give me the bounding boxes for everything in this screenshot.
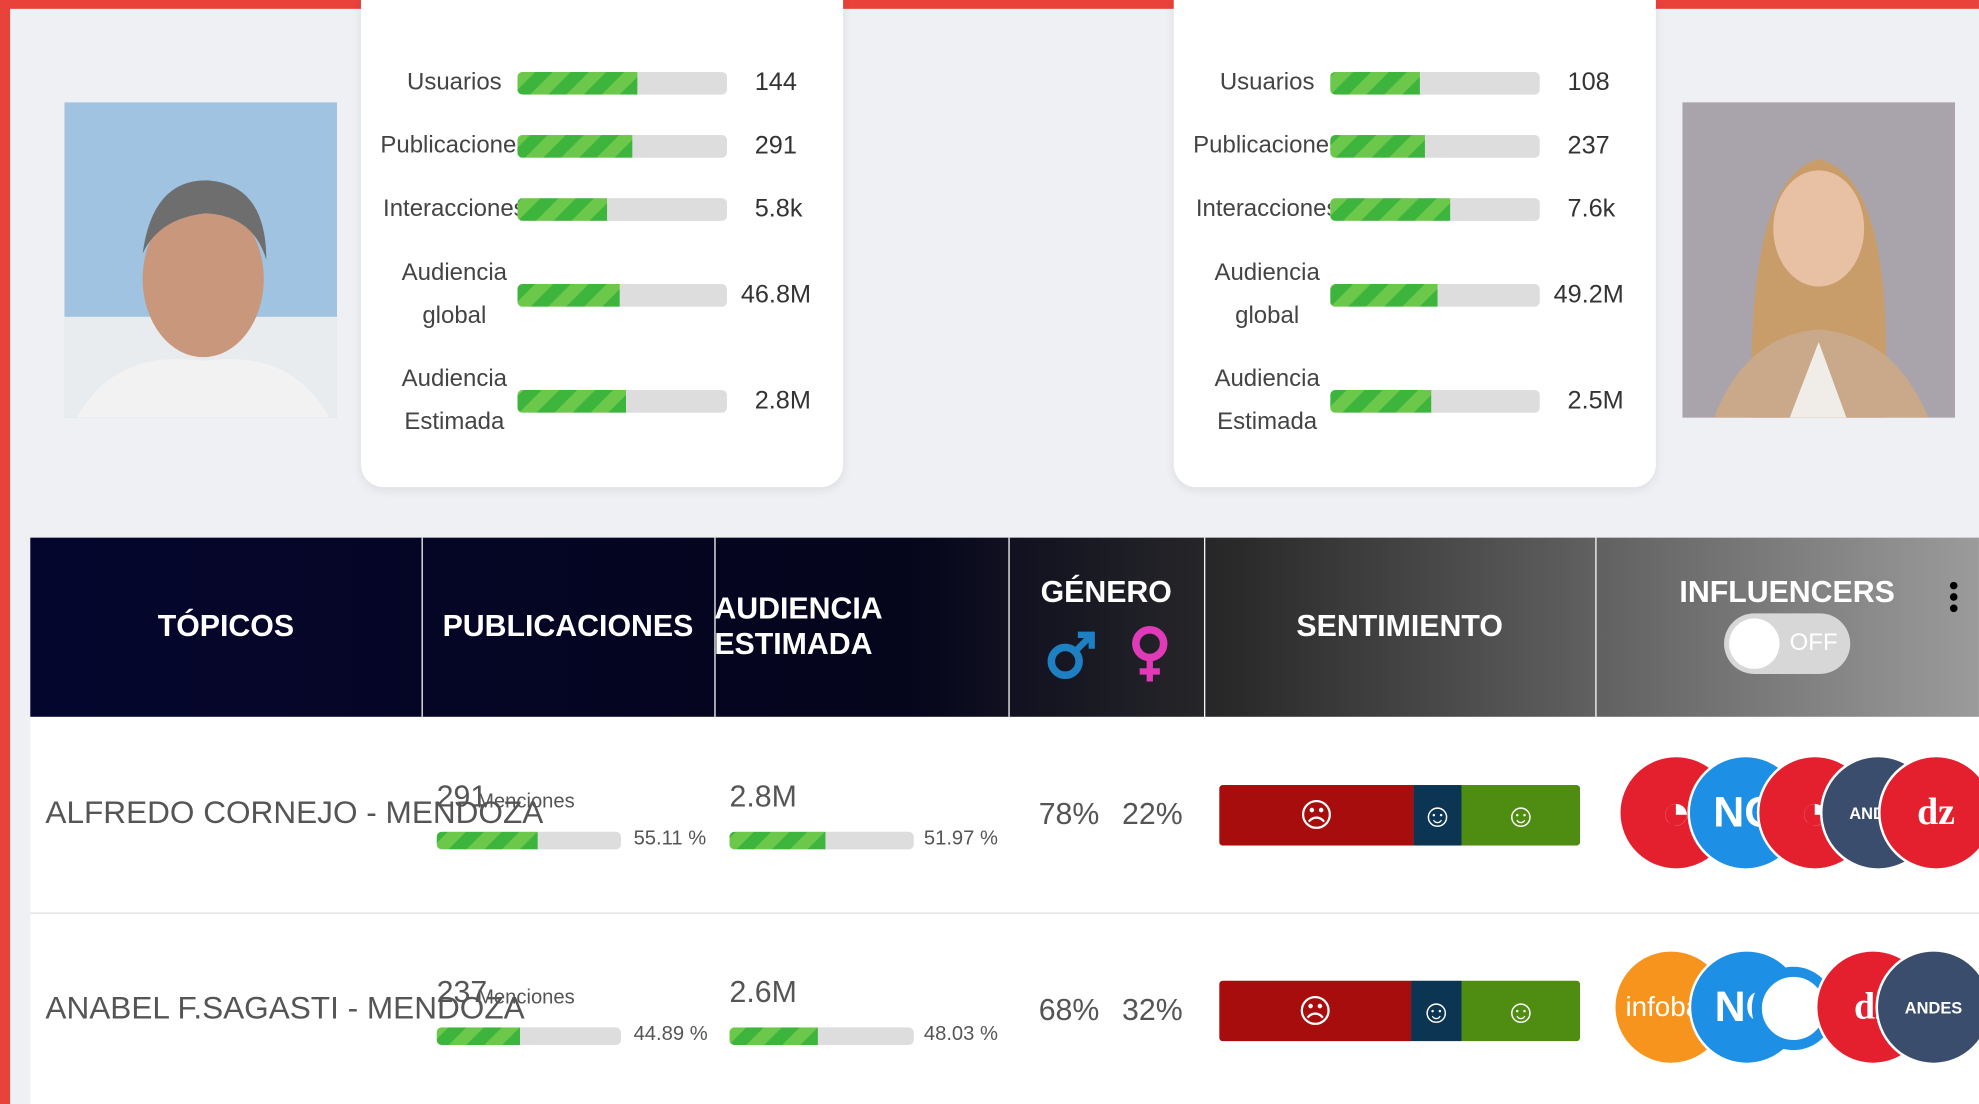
stat-value: 2.8M: [755, 387, 811, 416]
left-border: [0, 0, 10, 1104]
stat-value: 237: [1568, 132, 1610, 161]
stats-card: Usuarios 108 Publicaciones 237 Interacciones…: [1174, 0, 1656, 487]
percent-bar: [437, 832, 621, 850]
percent-bar-fill: [729, 1027, 817, 1045]
percent-label: 48.03 %: [924, 1024, 998, 1047]
sentiment-bar: ☹☺☺: [1219, 785, 1580, 846]
sentiment-segment: ☹: [1219, 785, 1413, 846]
percent-label: 44.89 %: [634, 1024, 708, 1047]
stat-value: 46.8M: [741, 281, 811, 310]
stat-value: 2.5M: [1568, 387, 1624, 416]
sentiment-segment: ☹: [1219, 981, 1411, 1042]
stat-bar-fill: [1330, 198, 1449, 221]
stat-label: Interacciones: [1191, 188, 1342, 231]
stat-bar-fill: [517, 390, 626, 413]
stat-bar: [1330, 390, 1540, 413]
stat-bar-fill: [517, 284, 620, 307]
mentions-unit: Menciones: [477, 987, 575, 1010]
male-percent: 78%: [1039, 798, 1100, 833]
stat-bar: [1330, 198, 1540, 221]
sentiment-bar: ☹☺☺: [1219, 981, 1580, 1042]
percent-label: 51.97 %: [924, 828, 998, 851]
sentiment-segment: ☺: [1462, 981, 1581, 1042]
stat-bar-fill: [1330, 390, 1431, 413]
column-header: INFLUENCERS: [1595, 538, 1979, 717]
female-percent: 22%: [1122, 798, 1183, 833]
stat-bar: [1330, 135, 1540, 158]
percent-bar-fill: [729, 832, 825, 850]
audience: 2.8M: [729, 780, 796, 815]
stat-label: Audiencia global: [379, 252, 530, 338]
column-header: SENTIMIENTO: [1204, 538, 1597, 717]
stat-label: Publicaciones: [1191, 125, 1342, 168]
candidate-photo: [64, 102, 337, 418]
stat-label: Usuarios: [379, 62, 530, 105]
percent-bar-fill: [437, 832, 539, 850]
stat-bar: [1330, 72, 1540, 95]
stats-card: Usuarios 144 Publicaciones 291 Interacciones…: [361, 0, 843, 487]
column-header: TÓPICOS: [30, 538, 423, 717]
influencers: infobae NO dz ANDES: [1613, 949, 1979, 1065]
stat-value: 7.6k: [1568, 195, 1616, 224]
female-percent: 32%: [1122, 993, 1183, 1028]
page: Usuarios 144 Publicaciones 291 Interacciones…: [0, 0, 1979, 1104]
sentiment-segment: ☺: [1411, 981, 1461, 1042]
influencers: ◔ NO ◔ ANDES dz: [1618, 755, 1979, 871]
stat-label: Audiencia Estimada: [1191, 358, 1342, 444]
column-header: AUDIENCIA ESTIMADA: [714, 538, 1009, 717]
screen: Usuarios 144 Publicaciones 291 Interacciones…: [0, 0, 1979, 1104]
stat-bar: [1330, 284, 1540, 307]
stat-value: 49.2M: [1554, 281, 1624, 310]
percent-label: 55.11 %: [634, 828, 707, 851]
stat-bar-fill: [517, 198, 607, 221]
audience: 2.6M: [729, 976, 796, 1011]
percent-bar-fill: [437, 1027, 520, 1045]
top-border: [0, 0, 1979, 9]
candidate-photo: [1682, 102, 1955, 418]
mentions-unit: Menciones: [477, 791, 575, 814]
stat-bar-fill: [1330, 135, 1424, 158]
stat-bar-fill: [517, 72, 636, 95]
stat-bar-fill: [1330, 72, 1420, 95]
sentiment-segment: ☺: [1462, 785, 1581, 846]
row-divider: [30, 912, 1979, 913]
stat-bar: [517, 284, 727, 307]
percent-bar: [729, 832, 913, 850]
stat-value: 144: [755, 69, 797, 98]
stat-bar: [517, 198, 727, 221]
stat-bar: [517, 72, 727, 95]
stat-value: 5.8k: [755, 195, 803, 224]
stat-bar: [517, 390, 727, 413]
stat-label: Interacciones: [379, 188, 530, 231]
stat-label: Audiencia Estimada: [379, 358, 530, 444]
percent-bar: [437, 1027, 621, 1045]
column-header: GÉNERO: [1008, 538, 1205, 717]
male-percent: 68%: [1039, 993, 1100, 1028]
stat-bar: [517, 135, 727, 158]
stat-value: 108: [1568, 69, 1610, 98]
stat-bar-fill: [1330, 284, 1437, 307]
stat-label: Audiencia global: [1191, 252, 1342, 338]
sentiment-segment: ☺: [1414, 785, 1462, 846]
stat-label: Publicaciones: [379, 125, 530, 168]
column-header: PUBLICACIONES: [422, 538, 716, 717]
stat-value: 291: [755, 132, 797, 161]
stat-label: Usuarios: [1191, 62, 1342, 105]
stat-bar-fill: [517, 135, 632, 158]
percent-bar: [729, 1027, 913, 1045]
